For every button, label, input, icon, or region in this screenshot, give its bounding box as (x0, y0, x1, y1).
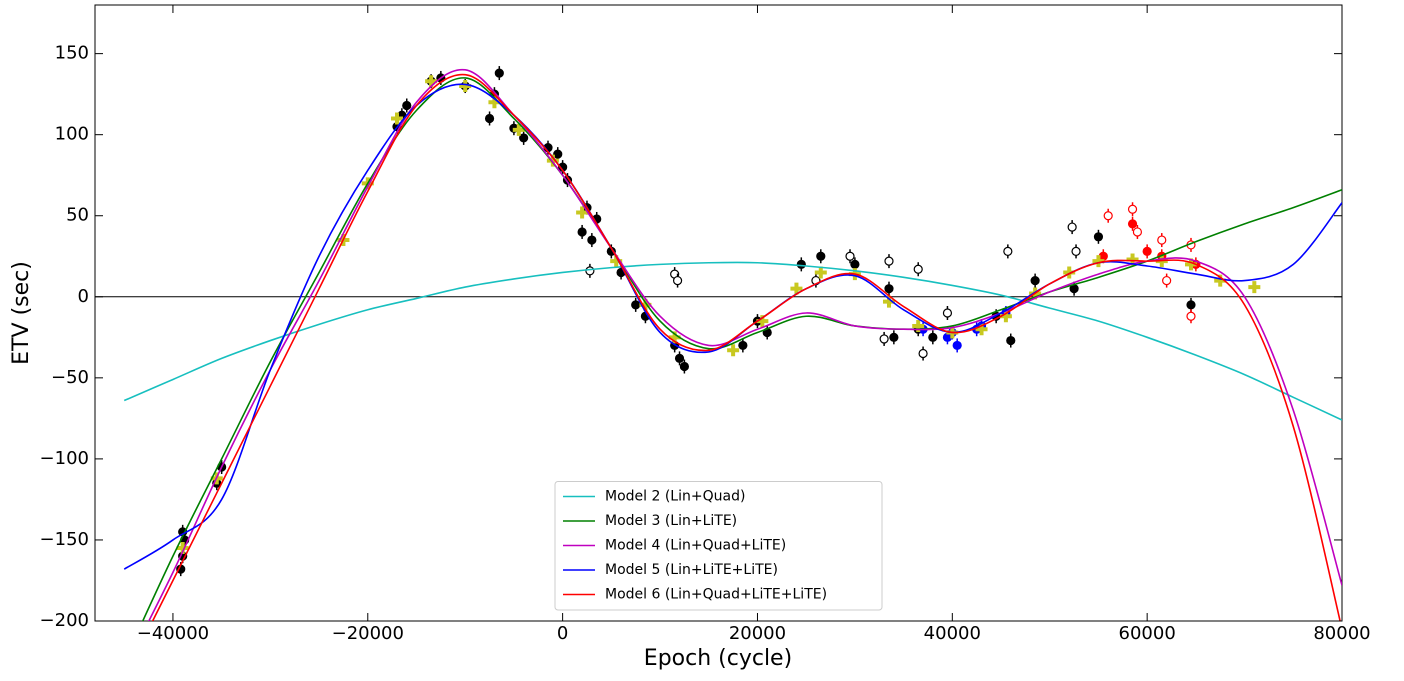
data-point (1127, 219, 1138, 229)
data-point (402, 100, 412, 111)
legend-label: Model 3 (Lin+LiTE) (605, 513, 737, 529)
model-curve (151, 73, 1341, 621)
y-tick-label: 150 (55, 43, 89, 64)
data-point (1030, 275, 1040, 286)
data-point (1093, 232, 1104, 242)
data-point (1186, 311, 1196, 321)
data-point (845, 251, 855, 261)
data-point (1162, 275, 1172, 286)
plot-area (95, 66, 1342, 621)
data-point (553, 149, 563, 159)
x-axis-label: Epoch (cycle) (644, 646, 792, 671)
plus-marker (814, 266, 827, 279)
data-point (884, 284, 894, 294)
plus-marker (576, 206, 589, 219)
plot-frame (94, 4, 1343, 622)
x-tick-label: −40000 (137, 623, 209, 644)
data-point (913, 264, 923, 274)
legend: Model 2 (Lin+Quad) Model 3 (Lin+LiTE) Mode… (554, 481, 883, 611)
plus-marker (425, 75, 438, 88)
data-point (816, 251, 826, 261)
x-tick-label: 0 (557, 623, 568, 644)
plus-marker (1248, 281, 1261, 294)
plus-marker (512, 123, 525, 136)
data-point (1157, 235, 1167, 245)
data-point (631, 300, 641, 310)
data-point (494, 68, 504, 78)
model-curve (147, 69, 1342, 621)
data-point (1006, 335, 1016, 346)
data-point (850, 259, 860, 269)
plus-marker (459, 80, 472, 93)
data-point (1127, 204, 1138, 214)
data-point (484, 113, 495, 124)
data-point (585, 266, 595, 276)
model-curve (141, 77, 1342, 621)
y-tick-label: 100 (55, 124, 89, 145)
plus-marker (790, 282, 803, 295)
legend-label: Model 6 (Lin+Quad+LiTE+LiTE) (605, 587, 827, 603)
data-point (679, 361, 690, 372)
y-tick-label: 0 (78, 286, 89, 307)
y-tick-label: −200 (40, 610, 89, 631)
legend-label: Model 4 (Lin+Quad+LiTE) (605, 538, 786, 554)
legend-label: Model 2 (Lin+Quad) (605, 489, 745, 505)
data-point (1098, 251, 1108, 261)
data-point (1003, 246, 1013, 256)
data-point (519, 133, 529, 143)
data-point (952, 340, 962, 351)
x-tick-label: −20000 (332, 623, 404, 644)
data-point (738, 340, 748, 351)
data-point (1071, 246, 1081, 256)
data-point (879, 334, 889, 344)
plus-marker (727, 344, 740, 357)
x-tick-label: 80000 (1313, 623, 1370, 644)
legend-label: Model 5 (Lin+LiTE+LiTE) (605, 562, 778, 578)
data-point (928, 332, 938, 342)
data-point (577, 227, 587, 237)
x-tick-label: 60000 (1119, 623, 1176, 644)
data-point (1067, 222, 1077, 232)
plus-marker (391, 112, 404, 125)
data-point (942, 308, 953, 318)
y-tick-label: −100 (40, 448, 89, 469)
legend-box (554, 481, 883, 611)
model-curve (123, 261, 1342, 421)
data-point (796, 259, 806, 269)
data-point (1103, 211, 1113, 221)
data-point (1142, 246, 1152, 256)
data-point (674, 353, 685, 363)
y-tick-label: 50 (66, 205, 89, 226)
x-tick-label: 20000 (729, 623, 786, 644)
data-point (672, 275, 683, 286)
data-point (889, 332, 899, 342)
y-tick-label: −50 (51, 367, 89, 388)
data-point (884, 256, 894, 266)
x-tick-label: 40000 (924, 623, 981, 644)
y-tick-label: −150 (40, 529, 89, 550)
data-point (918, 348, 928, 359)
model-curve (123, 83, 1342, 570)
data-point (1186, 300, 1196, 310)
data-point (1132, 227, 1143, 237)
plus-marker (1092, 255, 1105, 268)
data-point (587, 235, 597, 245)
y-axis-label: ETV (sec) (9, 261, 34, 365)
